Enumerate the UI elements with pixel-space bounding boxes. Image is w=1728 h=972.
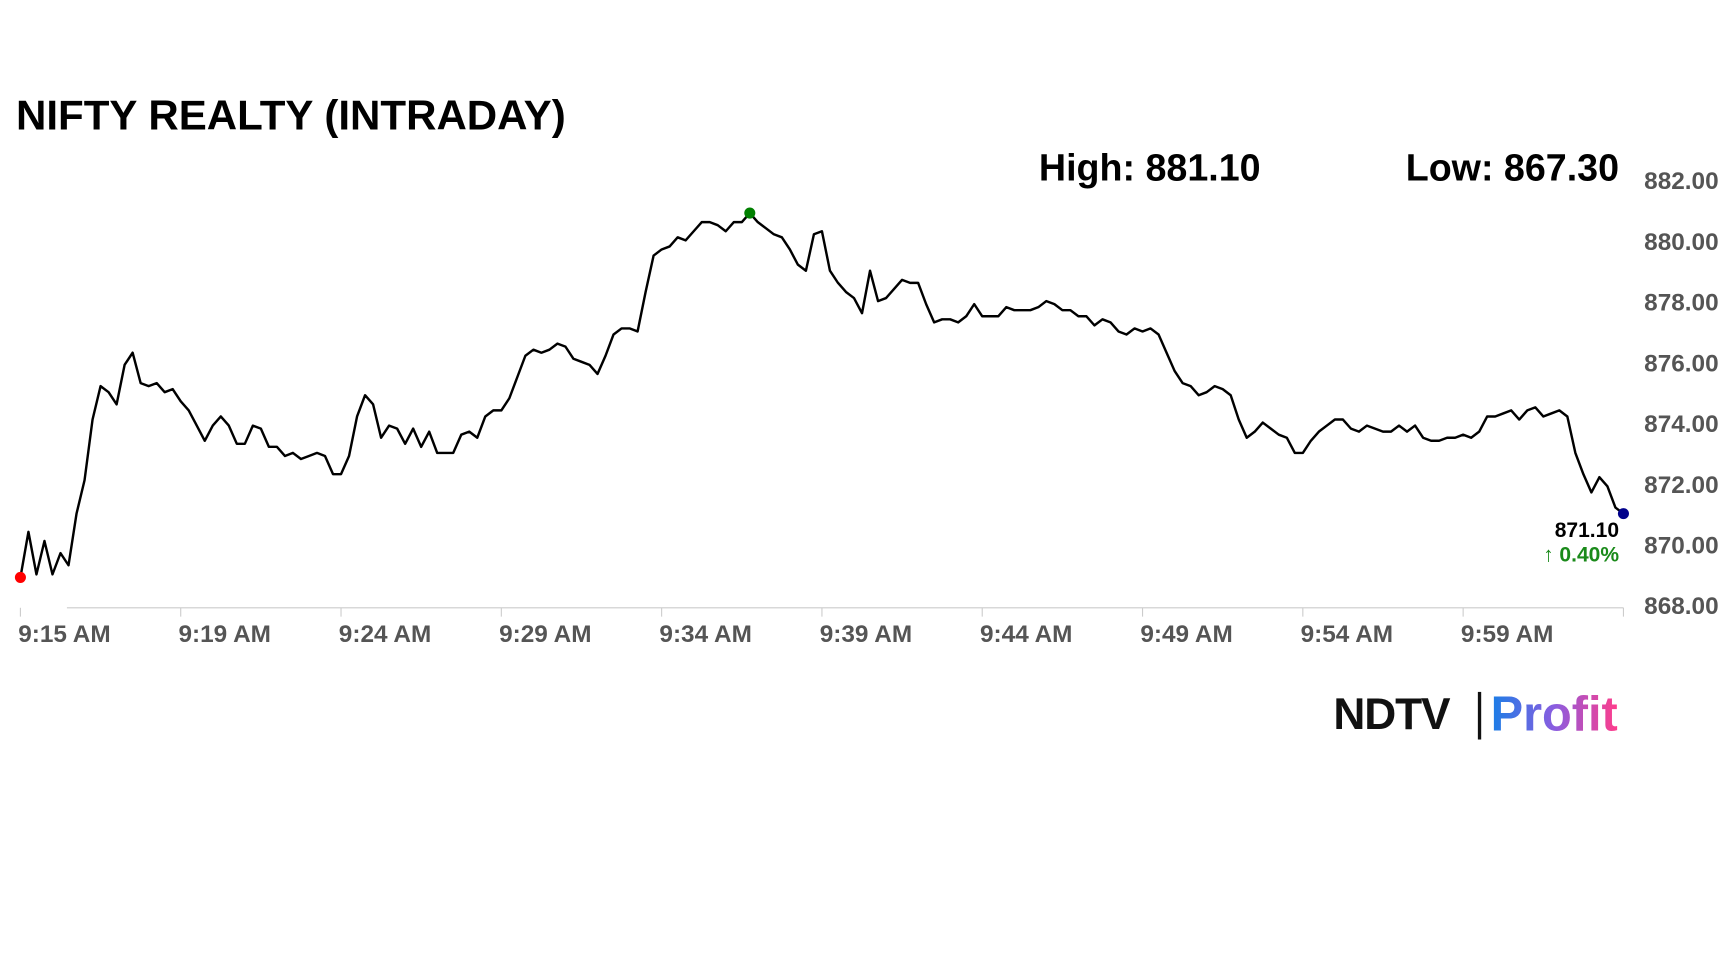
x-tick-label: 9:24 AM [339,621,431,648]
x-tick-label: 9:34 AM [659,621,751,648]
x-tick-label: 9:54 AM [1301,621,1393,648]
x-tick-label: 9:39 AM [820,621,912,648]
high-marker [744,207,756,219]
y-tick-label: 878.00 [1644,290,1718,317]
x-tick-label: 9:44 AM [980,621,1072,648]
y-tick-label: 870.00 [1644,532,1718,559]
x-tick-label: 9:19 AM [179,621,271,648]
y-tick-label: 880.00 [1644,229,1718,256]
x-tick-label: 9:49 AM [1140,621,1232,648]
low-label: Low: 867.30 [1406,146,1619,188]
last-value: 871.10 [1555,519,1619,542]
y-tick-label: 874.00 [1644,411,1718,438]
start-marker [14,571,26,583]
y-tick-label: 876.00 [1644,350,1718,377]
high-label: High: 881.10 [1039,146,1261,188]
x-tick-label: 9:59 AM [1461,621,1553,648]
end-marker [1617,508,1629,520]
logo-profit: Profit [1491,687,1618,741]
y-tick-label: 872.00 [1644,472,1718,499]
price-line [19,211,1625,578]
logo-ndtv: NDTV [1333,690,1451,739]
x-tick-label: 9:29 AM [499,621,591,648]
x-tick-label: 9:15 AM [18,621,110,648]
change: ↑ 0.40% [1543,543,1619,566]
y-tick-label: 882.00 [1644,168,1718,195]
chart-title: NIFTY REALTY (INTRADAY) [16,92,566,139]
y-tick-label: 868.00 [1644,593,1718,620]
